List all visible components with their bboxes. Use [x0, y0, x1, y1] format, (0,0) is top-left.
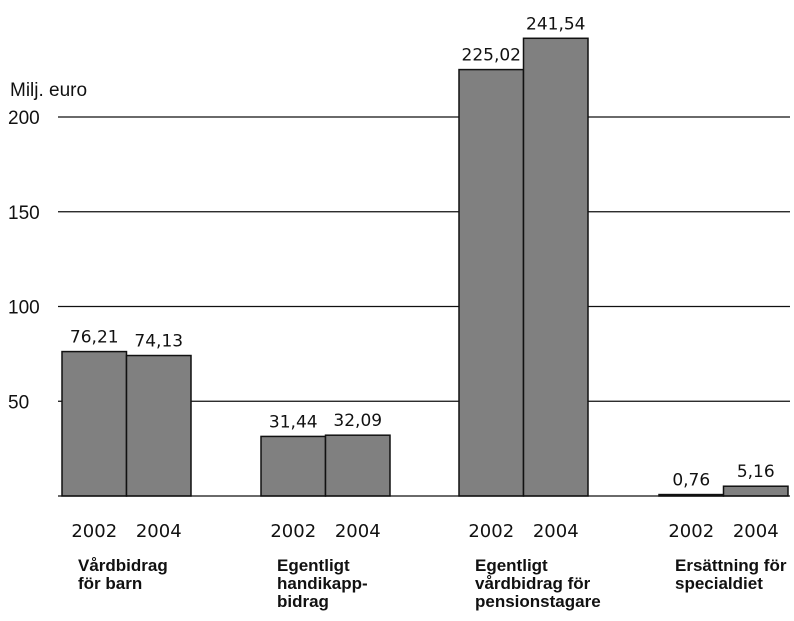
category-label: Vårdbidrag [78, 556, 168, 575]
x-tick-label: 2002 [668, 521, 714, 542]
y-tick-label: 150 [8, 203, 40, 224]
bar [458, 68, 525, 497]
category-label: Egentligt [277, 556, 350, 575]
category-label: Egentligt [475, 556, 548, 575]
bar [260, 435, 327, 497]
bar-value-label: 31,44 [269, 412, 318, 432]
bar-value-label: 5,16 [737, 462, 775, 482]
bar [722, 485, 789, 497]
x-tick-label: 2002 [468, 521, 514, 542]
gridlines: 50 100 150 200 [8, 108, 790, 413]
bar [522, 37, 589, 497]
bar-value-label: 225,02 [462, 46, 521, 66]
x-tick-label: 2002 [270, 521, 316, 542]
category-label: Ersättning för [675, 556, 787, 575]
x-tick-label: 2004 [136, 521, 182, 542]
x-tick-label: 2004 [335, 521, 381, 542]
x-tick-label: 2004 [533, 521, 579, 542]
bars [61, 37, 789, 497]
x-tick-label: 2004 [733, 521, 779, 542]
category-label: för barn [78, 574, 142, 593]
bar-value-label: 241,54 [526, 14, 585, 34]
bar [61, 350, 128, 497]
bar-value-label: 76,21 [70, 328, 119, 348]
y-tick-label: 200 [8, 108, 40, 129]
category-label: bidrag [277, 592, 329, 611]
category-label: specialdiet [675, 574, 763, 593]
y-tick-label: 100 [8, 298, 40, 319]
bar [125, 354, 192, 497]
y-axis-label: Milj. euro [10, 80, 87, 101]
category-label: handikapp- [277, 574, 368, 593]
category-label: vårdbidrag för [475, 574, 591, 593]
bar-value-label: 74,13 [134, 332, 183, 352]
bar [324, 434, 391, 497]
bar-value-label: 0,76 [672, 471, 710, 491]
category-label: pensionstagare [475, 592, 601, 611]
y-tick-label: 50 [8, 392, 29, 413]
x-tick-label: 2002 [71, 521, 117, 542]
bar-value-label: 32,09 [333, 411, 382, 431]
